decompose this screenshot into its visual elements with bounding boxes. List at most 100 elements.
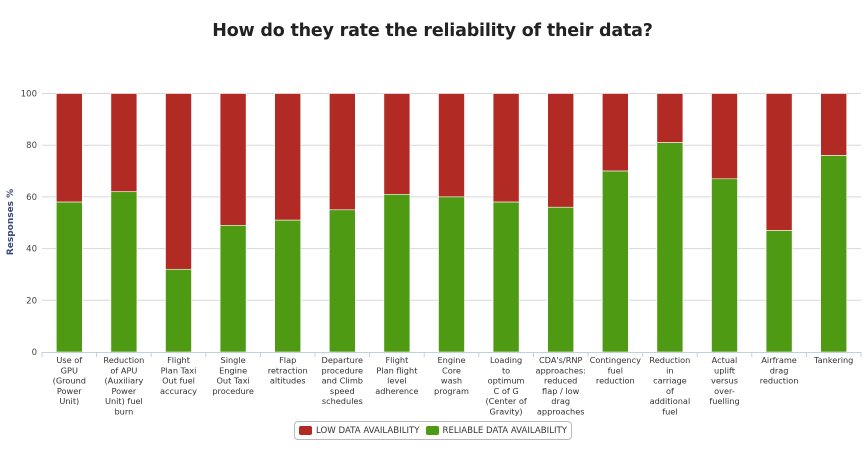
x-tick-label-line: Reduction <box>103 355 144 365</box>
x-tick-label-line: wash <box>441 376 462 386</box>
bar-reliable-data-availability[interactable] <box>110 191 138 353</box>
legend-label-reliable: RELIABLE DATA AVAILABILITY <box>442 425 568 436</box>
bar-reliable-data-availability[interactable] <box>328 209 356 353</box>
bar-low-data-availability[interactable] <box>547 93 575 208</box>
x-tick-label-line: over- <box>714 386 735 396</box>
bar-reliable-data-availability[interactable] <box>820 155 848 353</box>
x-tick-label-line: of APU <box>110 365 137 375</box>
x-tick-label-line: (Auxiliary <box>104 376 143 386</box>
x-tick-label: Contingency fuel reduction <box>590 355 642 386</box>
x-tick-label: CDA's/RNP approaches: reduced flap / low dra… <box>536 355 586 417</box>
x-tick-label: Engine Core wash program <box>434 355 469 396</box>
bar-reliable-data-availability[interactable] <box>656 142 684 353</box>
x-tick-label-line: Contingency <box>590 355 642 365</box>
x-tick-label-line: fuelling <box>709 396 739 406</box>
y-tick-label: 40 <box>26 245 37 255</box>
x-tick-label: Reduction of APU (Auxiliary Power Unit) fuel… <box>103 355 144 417</box>
legend-swatch-reliable <box>425 426 439 435</box>
x-tick-label: Flap retraction altitudes <box>268 355 308 386</box>
bar-low-data-availability[interactable] <box>820 93 848 156</box>
x-axis: Use of GPU (Ground Power Unit) Reduction of AP… <box>41 352 862 417</box>
x-tick-label-line: retraction <box>268 365 308 375</box>
x-tick-label-line: Out Taxi <box>216 376 249 386</box>
x-tick-label-line: (Ground <box>53 376 86 386</box>
x-tick-label-line: accuracy <box>160 386 197 396</box>
bar-reliable-data-availability[interactable] <box>383 194 411 353</box>
x-tick-label-line: to <box>502 365 510 375</box>
x-tick-label: Tankering <box>813 355 853 365</box>
bar-reliable-data-availability[interactable] <box>711 178 738 353</box>
y-axis-label: Responses % <box>6 189 16 255</box>
bar-reliable-data-availability[interactable] <box>165 268 192 353</box>
bar-reliable-data-availability[interactable] <box>492 201 520 353</box>
x-tick-label: Flight Plan flight level adherence <box>375 355 418 396</box>
y-axis-ticks: 0 20 40 60 80 100 <box>21 90 37 359</box>
bar-low-data-availability[interactable] <box>438 93 465 198</box>
bar-reliable-data-availability[interactable] <box>274 219 302 353</box>
x-tick-label: Single Engine Out Taxi procedure <box>212 355 254 396</box>
bar-low-data-availability[interactable] <box>328 93 356 211</box>
x-tick-label-line: carriage <box>653 376 687 386</box>
bar-low-data-availability[interactable] <box>383 93 411 195</box>
x-tick-label-line: Tankering <box>813 355 853 365</box>
x-tick-label-line: Use of <box>56 355 83 365</box>
bar-low-data-availability[interactable] <box>55 93 83 203</box>
x-tick-label: Use of GPU (Ground Power Unit) <box>53 355 86 406</box>
x-tick-label-line: drag <box>770 365 789 375</box>
x-tick-label-line: reduced <box>544 376 577 386</box>
legend: LOW DATA AVAILABILITY RELIABLE DATA AVAI… <box>294 421 573 440</box>
x-tick-label-line: Out fuel <box>162 376 195 386</box>
x-tick-label-line: Plan Taxi <box>161 365 197 375</box>
bar-low-data-availability[interactable] <box>765 93 793 231</box>
x-tick-label-line: optimum <box>488 376 525 386</box>
bar-low-data-availability[interactable] <box>711 93 738 180</box>
x-tick-label-line: procedure <box>212 386 254 396</box>
x-tick-label-line: Power <box>57 386 82 396</box>
x-tick-label-line: Actual <box>712 355 738 365</box>
x-tick-label-line: burn <box>114 407 133 417</box>
x-tick-label-line: Plan flight <box>376 365 418 375</box>
x-tick-label-line: Single <box>221 355 246 365</box>
x-tick-label: Actual uplift versus over-fuelling <box>709 355 739 406</box>
bars <box>55 93 848 353</box>
y-tick-label: 60 <box>26 193 37 203</box>
x-tick-label-line: Core <box>442 365 461 375</box>
x-tick-label-line: fuel <box>662 407 677 417</box>
bar-reliable-data-availability[interactable] <box>765 230 793 353</box>
legend-item-reliable[interactable]: RELIABLE DATA AVAILABILITY <box>425 425 568 436</box>
y-tick-label: 20 <box>26 296 37 306</box>
bar-reliable-data-availability[interactable] <box>55 201 83 353</box>
bar-low-data-availability[interactable] <box>110 93 138 193</box>
x-tick-label-line: Flap <box>279 355 296 365</box>
x-tick-label-line: flap / low <box>542 386 580 396</box>
x-tick-label-line: approaches: <box>536 365 586 375</box>
x-tick-label-line: level <box>387 376 406 386</box>
bar-low-data-availability[interactable] <box>492 93 520 203</box>
x-tick-label-line: drag <box>551 396 570 406</box>
x-tick-label-line: Flight <box>385 355 409 365</box>
x-tick-label-line: additional <box>650 396 691 406</box>
bar-low-data-availability[interactable] <box>274 93 302 221</box>
bar-reliable-data-availability[interactable] <box>547 206 575 353</box>
x-tick-label-line: speed <box>330 386 355 396</box>
legend-item-low[interactable]: LOW DATA AVAILABILITY <box>299 426 420 436</box>
x-tick-label-line: fuel <box>608 365 623 375</box>
x-tick-label: Airframe drag reduction <box>760 355 799 386</box>
x-tick-label-line: procedure <box>322 365 364 375</box>
bar-low-data-availability[interactable] <box>165 93 192 270</box>
bar-low-data-availability[interactable] <box>656 93 684 143</box>
x-tick-label-line: Unit) fuel <box>105 396 143 406</box>
chart-title: How do they rate the reliability of thei… <box>212 21 653 41</box>
legend-swatch-low <box>299 426 312 435</box>
bar-reliable-data-availability[interactable] <box>219 225 247 353</box>
x-tick-label-line: and Climb <box>322 376 363 386</box>
bar-reliable-data-availability[interactable] <box>601 170 629 353</box>
x-tick-label-line: adherence <box>375 386 418 396</box>
x-tick-label-line: uplift <box>714 365 736 375</box>
bar-low-data-availability[interactable] <box>601 93 629 172</box>
bar-reliable-data-availability[interactable] <box>438 196 465 353</box>
x-tick-label-line: GPU <box>61 365 78 375</box>
bar-low-data-availability[interactable] <box>219 93 247 226</box>
x-tick-label-line: Flight <box>167 355 191 365</box>
